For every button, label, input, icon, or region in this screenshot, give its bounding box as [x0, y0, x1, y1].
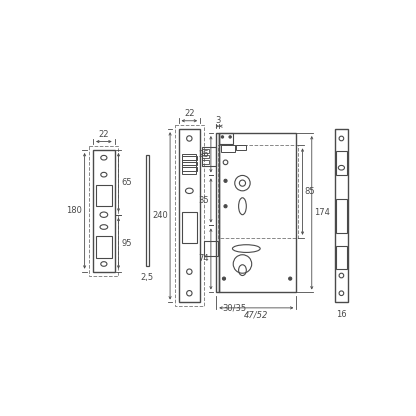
Circle shape [289, 277, 292, 280]
Bar [335, 129, 348, 302]
Text: 22: 22 [99, 130, 109, 139]
Bar [175, 125, 204, 306]
Text: 174: 174 [314, 208, 330, 217]
Bar [182, 213, 197, 243]
Bar [204, 241, 218, 256]
Bar [146, 156, 149, 265]
Bar [336, 246, 347, 270]
Text: 74: 74 [198, 255, 208, 263]
Circle shape [229, 136, 231, 138]
Bar [203, 155, 208, 158]
Bar [182, 154, 196, 174]
Bar [93, 150, 115, 272]
Circle shape [221, 136, 223, 138]
Bar [182, 156, 197, 160]
Bar [236, 146, 245, 150]
Bar [96, 185, 111, 206]
Text: 95: 95 [121, 239, 132, 248]
Bar [178, 129, 200, 302]
Text: 26: 26 [198, 150, 208, 159]
Circle shape [224, 205, 227, 208]
Text: 85: 85 [305, 187, 315, 196]
Bar [203, 149, 208, 153]
Text: 35: 35 [198, 196, 208, 205]
Bar [203, 160, 208, 164]
Bar [203, 147, 216, 166]
Text: 16: 16 [336, 310, 347, 319]
Text: 22: 22 [184, 109, 195, 119]
Circle shape [223, 277, 225, 280]
Text: 180: 180 [67, 206, 82, 215]
Bar [221, 146, 235, 151]
Text: 47/52: 47/52 [244, 311, 268, 320]
Bar [216, 133, 219, 292]
Bar [336, 151, 347, 176]
Text: 3: 3 [215, 116, 220, 125]
Text: 65: 65 [121, 178, 132, 187]
Circle shape [224, 179, 227, 182]
Bar [96, 236, 111, 258]
Bar [219, 133, 296, 292]
Bar [182, 167, 197, 171]
Text: 2,5: 2,5 [141, 273, 154, 282]
Text: 240: 240 [152, 211, 168, 220]
Bar [218, 146, 298, 238]
Bar [89, 146, 119, 275]
Text: 30/35: 30/35 [223, 303, 247, 312]
Bar [182, 161, 197, 166]
Bar [336, 198, 347, 233]
Bar [219, 133, 233, 144]
